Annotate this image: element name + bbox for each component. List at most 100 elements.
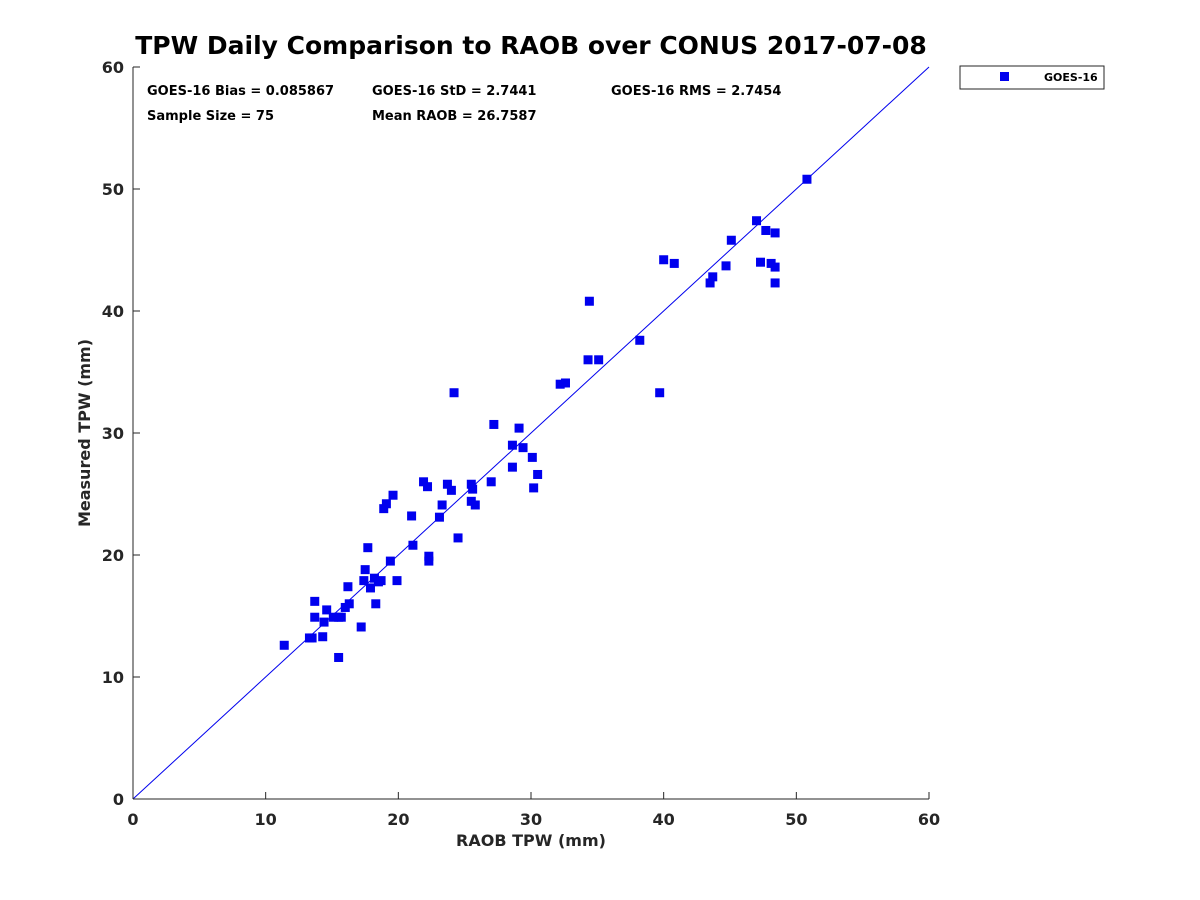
x-axis-label: RAOB TPW (mm) bbox=[456, 831, 606, 850]
x-tick-label: 10 bbox=[255, 810, 277, 829]
chart-title: TPW Daily Comparison to RAOB over CONUS … bbox=[135, 31, 927, 60]
data-point bbox=[466, 479, 476, 489]
data-point bbox=[334, 652, 344, 662]
data-point bbox=[363, 543, 373, 553]
y-tick-label: 60 bbox=[102, 58, 124, 77]
data-point bbox=[533, 469, 543, 479]
data-point bbox=[635, 335, 645, 345]
data-point bbox=[584, 296, 594, 306]
data-point bbox=[708, 272, 718, 282]
legend-box bbox=[959, 65, 1105, 90]
data-point bbox=[761, 225, 771, 235]
data-point bbox=[470, 500, 480, 510]
stat-bias: GOES-16 Bias = 0.085867 bbox=[147, 84, 334, 99]
y-tick-label: 50 bbox=[102, 180, 124, 199]
data-point bbox=[381, 499, 391, 509]
y-axis-ticks: 0 10 20 30 40 50 60 bbox=[102, 58, 140, 809]
x-tick-label: 30 bbox=[520, 810, 542, 829]
data-point bbox=[486, 477, 496, 487]
x-axis-ticks: 0 10 20 30 40 50 60 bbox=[127, 792, 940, 829]
data-point bbox=[385, 556, 395, 566]
x-tick-label: 50 bbox=[785, 810, 807, 829]
data-point bbox=[442, 479, 452, 489]
data-point bbox=[560, 378, 570, 388]
one-to-one-reference-line bbox=[132, 66, 930, 800]
data-point bbox=[344, 599, 354, 609]
data-point bbox=[371, 599, 381, 609]
data-point bbox=[376, 576, 386, 586]
stat-mean-raob: Mean RAOB = 26.7587 bbox=[372, 109, 537, 124]
data-point bbox=[310, 612, 320, 622]
data-point bbox=[365, 583, 375, 593]
data-point bbox=[419, 477, 429, 487]
plot-area: 0 10 20 30 40 50 60 0 10 20 30 40 50 60 bbox=[102, 58, 940, 829]
data-point bbox=[507, 440, 517, 450]
y-tick-label: 0 bbox=[113, 790, 124, 809]
data-point bbox=[360, 565, 370, 575]
legend: GOES-16 bbox=[959, 65, 1105, 90]
x-tick-label: 40 bbox=[653, 810, 675, 829]
data-point bbox=[392, 576, 402, 586]
stat-rms: GOES-16 RMS = 2.7454 bbox=[611, 84, 781, 99]
data-point bbox=[726, 235, 736, 245]
data-point bbox=[434, 512, 444, 522]
data-point bbox=[514, 423, 524, 433]
data-point bbox=[336, 612, 346, 622]
data-point bbox=[705, 278, 715, 288]
x-tick-label: 0 bbox=[127, 810, 138, 829]
data-point bbox=[770, 228, 780, 238]
stat-std: GOES-16 StD = 2.7441 bbox=[372, 84, 536, 99]
y-tick-label: 30 bbox=[102, 424, 124, 443]
data-point bbox=[489, 419, 499, 429]
data-point bbox=[356, 622, 366, 632]
data-point bbox=[423, 482, 433, 492]
data-point bbox=[770, 262, 780, 272]
data-point bbox=[507, 462, 517, 472]
y-axis-label: Measured TPW (mm) bbox=[75, 339, 94, 527]
data-point bbox=[449, 388, 459, 398]
data-point bbox=[318, 632, 328, 642]
y-tick-label: 10 bbox=[102, 668, 124, 687]
data-point bbox=[446, 485, 456, 495]
data-point bbox=[343, 582, 353, 592]
data-point bbox=[655, 388, 665, 398]
data-point bbox=[518, 443, 528, 453]
data-point bbox=[279, 640, 289, 650]
data-point bbox=[669, 258, 679, 268]
data-point bbox=[659, 255, 669, 265]
data-point bbox=[529, 483, 539, 493]
data-point bbox=[752, 216, 762, 226]
stat-sample-size: Sample Size = 75 bbox=[147, 109, 274, 124]
data-point bbox=[721, 261, 731, 271]
data-point bbox=[407, 511, 417, 521]
data-point bbox=[424, 556, 434, 566]
data-point bbox=[468, 484, 478, 494]
data-point bbox=[437, 500, 447, 510]
stats-annotations: GOES-16 Bias = 0.085867 GOES-16 StD = 2.… bbox=[147, 84, 781, 124]
y-tick-label: 40 bbox=[102, 302, 124, 321]
y-tick-label: 20 bbox=[102, 546, 124, 565]
data-point bbox=[453, 533, 463, 543]
data-point bbox=[756, 257, 766, 267]
legend-label-goes-16: GOES-16 bbox=[1044, 71, 1098, 84]
x-tick-label: 60 bbox=[918, 810, 940, 829]
data-point bbox=[770, 278, 780, 288]
data-point bbox=[319, 617, 329, 627]
data-point bbox=[555, 379, 565, 389]
data-point bbox=[307, 633, 317, 643]
legend-marker-goes-16 bbox=[1000, 72, 1009, 81]
data-point bbox=[328, 612, 338, 622]
data-point bbox=[408, 540, 418, 550]
data-point bbox=[583, 355, 593, 365]
data-points bbox=[279, 174, 812, 662]
data-point bbox=[310, 596, 320, 606]
data-point bbox=[594, 355, 604, 365]
data-point bbox=[322, 605, 332, 615]
data-point bbox=[388, 490, 398, 500]
data-point bbox=[379, 504, 389, 514]
data-point bbox=[424, 551, 434, 561]
x-tick-label: 20 bbox=[387, 810, 409, 829]
data-point bbox=[359, 576, 369, 586]
